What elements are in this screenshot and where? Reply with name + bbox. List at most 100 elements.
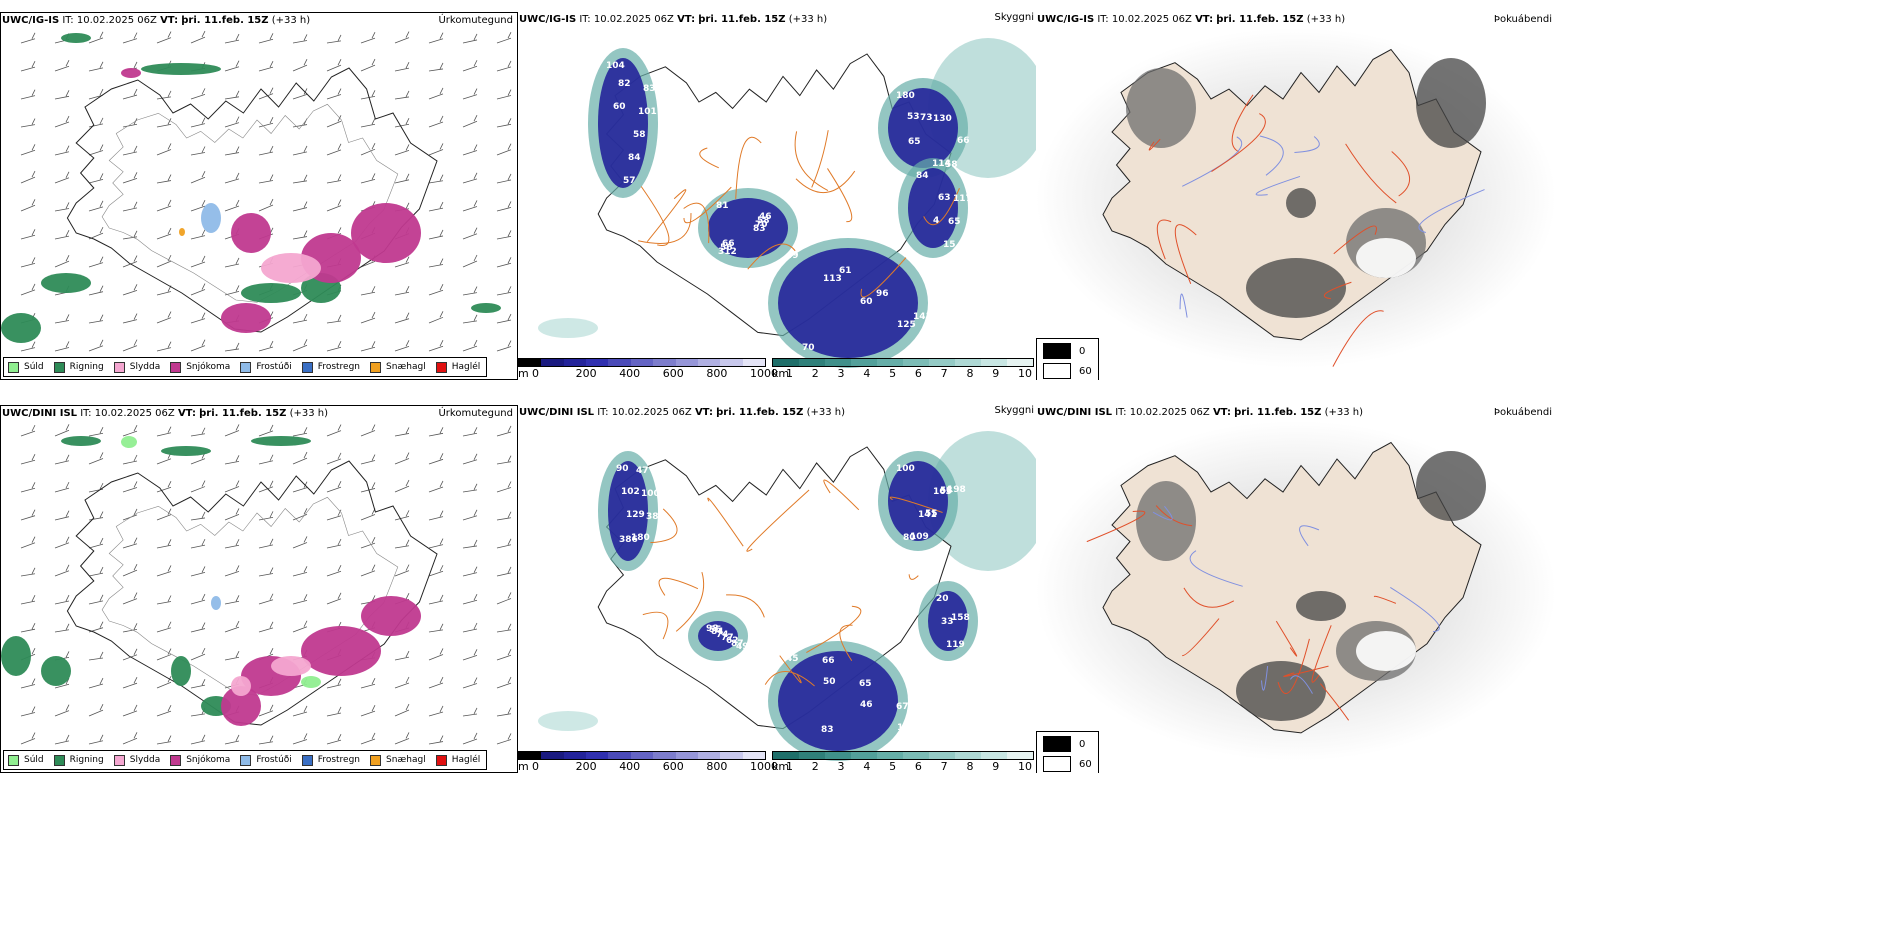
ceiling-value-label: 83 [821,725,834,735]
colorbar-tick-label: 600 [662,367,684,380]
colorbar-tick-label: 2 [811,367,819,380]
panel-title: UWC/DINI ISL IT: 10.02.2025 06Z VT: þri.… [2,408,329,419]
legend-swatch [113,361,125,373]
colorbar-tick-label: 400 [619,760,641,773]
colorbar-step [675,752,698,759]
colorbar-tick-label: 0 [532,760,539,773]
colorbar-strip [772,751,1034,760]
legend-item: Súld [8,361,44,373]
panel-title: UWC/IG-IS IT: 10.02.2025 06Z VT: þri. 11… [519,14,828,25]
colorbar-step [825,752,851,759]
colorbar-step [981,359,1007,366]
colorbar-tick-label: 0 [532,367,539,380]
colorbar-unit: km [772,367,790,380]
ceiling-value-label: 57 [623,176,636,186]
visibility-colorbar: km 1 2 3 4 5 6 7 8 9 10 [772,751,1034,773]
panel-title: UWC/DINI ISL IT: 10.02.2025 06Z VT: þri.… [519,407,846,418]
colorbar-tick-label: 6 [914,760,922,773]
ceiling-value-label: 80 [903,533,916,543]
ceiling-value-label: 66 [957,136,970,146]
fog-legend-label: 0 [1079,345,1086,357]
ceiling-value-label: 55 [925,509,938,519]
colorbar-step [903,752,929,759]
ceiling-value-label: 84 [628,153,641,163]
ceiling-value-label: 65 [948,217,961,227]
dini-fog-panel: UWC/DINI ISL IT: 10.02.2025 06Z VT: þri.… [1036,405,1556,773]
legend-item: Snjókoma [170,754,230,766]
legend-item: Rigning [53,361,104,373]
fog-legend-label: 0 [1079,738,1086,750]
colorbar-ticks: 0 200 400 600 800 1000 [518,760,778,773]
colorbar-step [799,752,825,759]
ceiling-value-label: 101 [638,107,657,117]
ceiling-value-label: 58 [633,130,646,140]
colorbar-tick-label: 800 [706,367,728,380]
ceiling-value-label: 65 [908,137,921,147]
wind-barbs [20,30,512,352]
legend-item: Snjókoma [170,361,230,373]
ceiling-value-label: 65 [859,679,872,689]
ceiling-value-label: 125 [897,320,916,330]
panel-field-label: Þokuábendi [1493,407,1552,418]
colorbar-step [630,752,654,759]
colorbar-step [630,359,654,366]
ceiling-value-label: 66 [722,239,735,249]
ceiling-value-label: 82 [618,79,631,89]
ceiling-value-label: 4 [933,216,939,226]
fog-legend-label: 60 [1079,365,1092,377]
colorbar-step [773,752,799,759]
ceiling-value-label: 70 [755,220,768,230]
colorbar-step [877,359,903,366]
ceiling-value-label: 20 [936,594,949,604]
colorbar-tick-label: 3 [837,367,845,380]
ceiling-value-label: 115 [897,723,916,733]
legend-label: Frostúði [256,362,292,372]
ceiling-value-label: 50 [823,677,836,687]
legend-swatch [113,754,125,766]
legend-swatch [8,754,19,766]
colorbar-step [851,752,877,759]
ceiling-value-label: 141 [913,312,932,322]
cloud-ceiling-colorbar: m 0 200 400 600 800 1000 [518,358,778,380]
ceiling-value-label: 180 [896,91,915,101]
fog-legend-label: 60 [1079,758,1092,770]
colorbar-unit: m [518,760,529,773]
ceiling-value-label: 61 [839,266,852,276]
colorbar-tick-label: 200 [575,760,597,773]
legend-label: Súld [24,755,44,765]
ceiling-value-label: 55 [709,625,722,635]
colorbar-tick-label: 1 [786,367,793,380]
ceiling-value-label: 73 [920,113,933,123]
wind-barbs [20,424,512,745]
ig-cloud-panel: UWC/IG-IS IT: 10.02.2025 06Z VT: þri. 11… [518,12,1036,380]
colorbar-step [675,359,698,366]
legend-item: Slydda [113,361,160,373]
colorbar-step [799,359,825,366]
colorbar-tick-label: 1 [786,760,793,773]
colorbar-tick-label: 10 [1018,367,1032,380]
ceiling-value-label: 96 [876,289,889,299]
legend-item: Frostúði [240,361,292,373]
ceiling-value-label: 56 [720,243,733,253]
panel-field-label: Úrkomutegund [438,408,513,419]
panel-title: UWC/DINI ISL IT: 10.02.2025 06Z VT: þri.… [1037,407,1364,418]
ceiling-value-label: 47 [636,466,649,476]
ceiling-value-label: 312 [718,247,737,257]
ceiling-value-label: 98 [706,624,719,634]
legend-label: Snæhagl [386,362,426,372]
colorbar-ticks: 0 200 400 600 800 1000 [518,367,778,380]
ceiling-value-label: 83 [753,224,766,234]
colorbar-step [981,752,1007,759]
legend-swatch [53,754,65,766]
legend-swatch [301,754,313,766]
legend-item: Snæhagl [370,361,426,373]
colorbar-step [929,752,955,759]
colorbar-step [653,752,676,759]
colorbar-step [653,359,676,366]
precip-type-legend: Súld Rigning Slydda Snjókoma Frostúði Frostre… [3,357,488,377]
fog-legend-swatch [1043,363,1071,379]
ceiling-value-label: 66 [822,656,835,666]
legend-item: Snæhagl [370,754,426,766]
ceiling-value-label: 109 [910,532,929,542]
